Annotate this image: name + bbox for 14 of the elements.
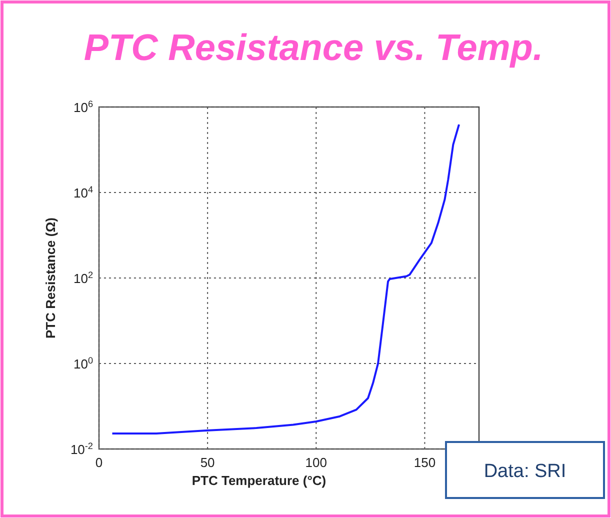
note-box: Data: SRI [445,441,605,499]
x-tick-label: 150 [414,455,436,470]
x-tick-label: 100 [305,455,327,470]
y-tick-label: 10$^{2}$ [73,270,93,286]
x-axis-title: PTC Temperature (°C) [192,473,326,488]
y-tick-label: 10$^{0}$ [73,356,93,372]
x-tick-label: 50 [200,455,215,470]
y-axis-title: PTC Resistance (Ω) [43,218,58,338]
x-tick-label: 0 [95,455,103,470]
line-series [111,123,460,435]
y-tick-label: 10$^{4}$ [73,184,93,200]
y-tick-label: 10$^{6}$ [73,99,93,115]
y-tick-label: 10$^{-2}$ [70,441,93,457]
chart-title: PTC Resistance vs. Temp. [84,27,544,68]
